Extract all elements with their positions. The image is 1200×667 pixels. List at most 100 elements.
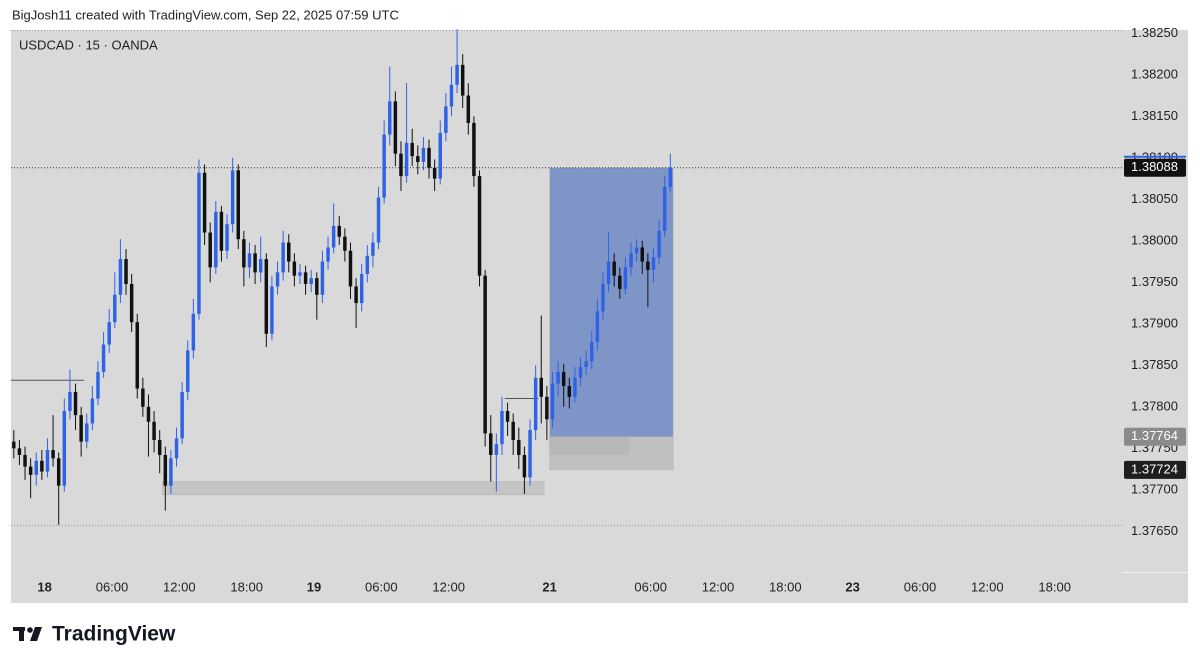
- candle-body: [545, 396, 549, 420]
- candle-body: [668, 167, 673, 187]
- y-tick-label: 1.38050: [1131, 191, 1178, 206]
- candle-body: [17, 448, 22, 455]
- candle-body: [129, 283, 134, 323]
- x-tick-label: 12:00: [702, 579, 735, 594]
- logo-part: [19, 627, 24, 641]
- price-tag: 1.38088: [1131, 159, 1178, 174]
- candle-body: [573, 377, 577, 397]
- candle-body: [191, 313, 196, 351]
- candle-body: [258, 259, 263, 273]
- candle-body: [208, 232, 212, 268]
- candle-body: [618, 275, 622, 289]
- candle-body: [68, 391, 72, 411]
- x-tick-label: 06:00: [634, 579, 667, 594]
- candle-body: [281, 242, 285, 273]
- candle-body: [399, 153, 403, 177]
- candle-body: [640, 247, 644, 262]
- candle-body: [556, 371, 560, 384]
- y-tick-label: 1.38250: [1131, 25, 1178, 40]
- candle-body: [298, 272, 302, 276]
- logo-part: [30, 627, 42, 641]
- candle-body: [225, 224, 229, 251]
- candle-body: [578, 366, 583, 378]
- x-tick-label: 23: [845, 579, 859, 594]
- candle-body: [101, 344, 106, 372]
- y-tick-label: 1.37850: [1131, 357, 1178, 372]
- candle-body: [45, 449, 50, 472]
- candle-body: [438, 132, 442, 179]
- candle-body: [348, 250, 353, 287]
- candle-body: [365, 255, 370, 275]
- candle-body: [371, 242, 375, 256]
- candle-body: [416, 156, 420, 162]
- candle-body: [326, 247, 330, 262]
- x-tick-label: 06:00: [904, 579, 937, 594]
- candle-body: [449, 84, 454, 107]
- candle-body: [214, 211, 218, 268]
- candle-body: [12, 441, 16, 449]
- price-tag-bg: [1124, 460, 1186, 479]
- candle-body: [606, 261, 611, 284]
- candle-body: [73, 391, 78, 416]
- candle-body: [230, 170, 235, 225]
- candle-body: [522, 454, 527, 478]
- candle-body: [219, 211, 224, 251]
- candle-body: [270, 286, 274, 334]
- x-tick-label: 06:00: [365, 579, 398, 594]
- candle-body: [460, 64, 465, 96]
- candle-body: [539, 377, 543, 397]
- candle-body: [359, 274, 364, 304]
- candle-body: [517, 440, 521, 455]
- candle-body: [584, 361, 588, 367]
- candle-body: [23, 454, 27, 467]
- y-tick-label: 1.37800: [1131, 398, 1178, 413]
- candle-body: [376, 197, 381, 243]
- candle-body: [494, 444, 499, 455]
- candle-body: [264, 259, 269, 334]
- candle-body: [180, 391, 184, 439]
- candle-body: [629, 253, 633, 268]
- candle-body: [382, 134, 386, 198]
- candle-body: [337, 225, 341, 237]
- brand: TradingView: [52, 623, 176, 646]
- candle-body: [157, 440, 162, 455]
- x-tick-label: 06:00: [96, 579, 129, 594]
- candle-body: [186, 350, 190, 392]
- x-tick-label: 21: [542, 579, 556, 594]
- candle-body: [118, 259, 123, 295]
- candle-body: [651, 257, 656, 270]
- candle-body: [331, 225, 336, 248]
- candle-body: [174, 438, 179, 459]
- candle-body: [388, 101, 392, 135]
- candle-body: [444, 106, 448, 133]
- x-tick-label: 18: [37, 579, 51, 594]
- y-tick-label: 1.37950: [1131, 274, 1178, 289]
- candle-body: [236, 170, 240, 240]
- candle-body: [477, 176, 482, 276]
- candle-body: [550, 383, 555, 420]
- candle-body: [309, 278, 313, 284]
- price-tag-bg: [1124, 427, 1186, 446]
- candle-body: [56, 458, 61, 486]
- zone: [549, 436, 629, 455]
- x-tick-label: 18:00: [230, 579, 263, 594]
- x-tick-label: 12:00: [163, 579, 196, 594]
- candle-body: [28, 466, 33, 475]
- candle-body: [393, 101, 398, 154]
- candle-body: [489, 433, 493, 455]
- candle-body: [90, 398, 95, 424]
- candle-body: [85, 423, 89, 442]
- candle-body: [163, 454, 168, 486]
- candle-body: [511, 421, 515, 441]
- candle-body: [354, 286, 358, 304]
- candle-body: [96, 371, 100, 399]
- candle-body: [202, 172, 207, 233]
- candle-body: [455, 64, 459, 85]
- x-tick-label: 18:00: [769, 579, 802, 594]
- candle-body: [152, 421, 156, 441]
- credit: BigJosh11 created with TradingView.com, …: [12, 7, 399, 22]
- candle-body: [320, 261, 325, 295]
- candle-body: [528, 430, 532, 478]
- symbol-title: USDCAD · 15 · OANDA: [19, 37, 158, 52]
